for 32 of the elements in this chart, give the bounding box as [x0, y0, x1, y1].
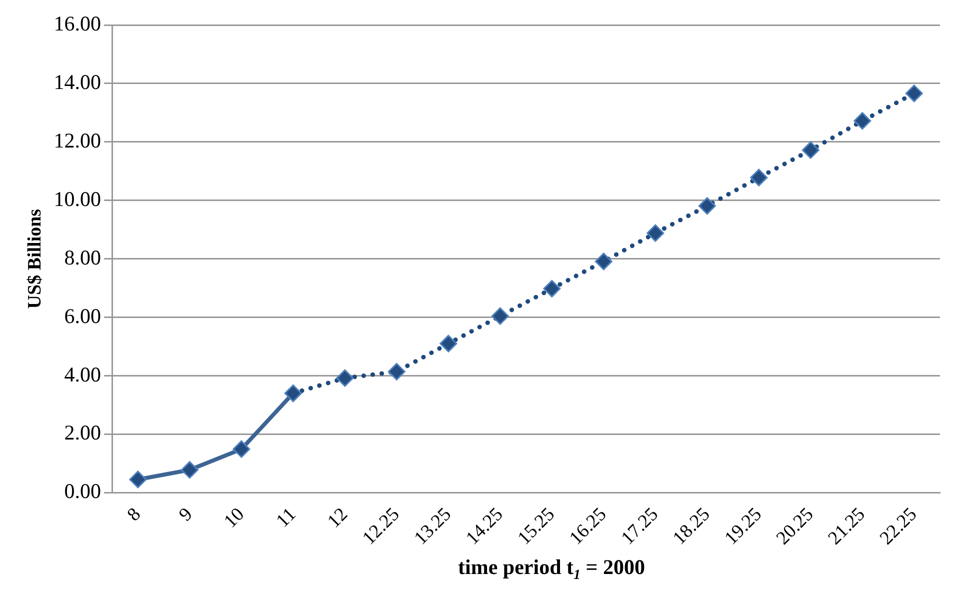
x-tick-label: 12	[324, 504, 352, 532]
point	[180, 461, 198, 479]
y-tick-label: 16.00	[54, 12, 102, 36]
y-tick-label: 2.00	[64, 420, 102, 445]
point	[284, 384, 302, 402]
y-tick-label: 8.00	[64, 245, 102, 270]
y-tick-label: 10.00	[54, 186, 102, 211]
point	[802, 141, 820, 159]
point	[750, 168, 768, 186]
y-tick-label: 6.00	[64, 304, 102, 328]
y-tick-label: 0.00	[64, 479, 102, 504]
y-axis-title: US$ Billions	[24, 208, 46, 309]
point	[129, 470, 147, 488]
point	[646, 224, 664, 242]
x-tick-label: 11	[272, 504, 300, 532]
point	[905, 84, 923, 102]
x-axis-title: time period t$_{1}$ = 2000	[457, 555, 646, 584]
point	[594, 252, 612, 270]
y-tick-label: 4.00	[64, 362, 102, 386]
point	[698, 197, 716, 215]
point	[854, 112, 872, 130]
y-tick-label: 12.00	[54, 128, 102, 152]
point	[440, 334, 458, 352]
point	[491, 307, 509, 325]
x-tick-label: 9	[175, 504, 197, 526]
point	[336, 369, 354, 387]
point	[232, 440, 250, 458]
point	[388, 362, 406, 380]
point	[543, 280, 561, 298]
y-tick-label: 14.00	[54, 70, 102, 94]
x-tick-label: 10	[220, 504, 248, 532]
x-tick-label: 8	[123, 504, 145, 526]
